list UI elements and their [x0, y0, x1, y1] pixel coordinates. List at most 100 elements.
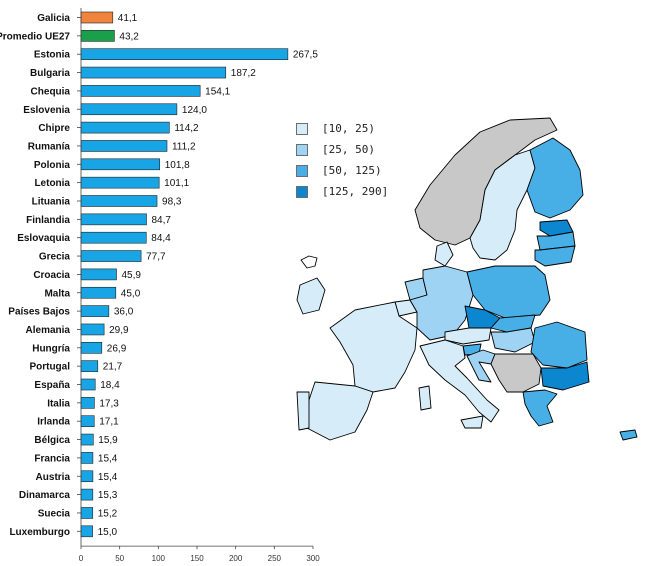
bar [80, 507, 94, 519]
bar [80, 66, 227, 79]
category-label: Lituania [32, 197, 71, 208]
category-label: Alemania [26, 325, 71, 336]
category-label: Estonia [34, 50, 71, 61]
category-label: Austria [36, 472, 71, 483]
category-label: Promedio UE27 [0, 31, 70, 42]
bar-chart: Galicia 41,1 Promedio UE27 43,2 Estonia 267,5… [0, 8, 320, 563]
data-label: 15,4 [98, 453, 118, 464]
category-label: Bélgica [34, 435, 70, 446]
bar [80, 452, 94, 464]
data-label: 15,4 [98, 472, 118, 483]
bar [80, 488, 94, 501]
map-region-spain [306, 381, 374, 441]
map-region-italy [419, 339, 500, 423]
data-label: 21,7 [103, 362, 123, 373]
bar [80, 360, 99, 372]
legend-item: [50, 125) [296, 160, 388, 181]
bar [80, 30, 115, 42]
legend-item: [25, 50) [296, 139, 388, 160]
category-label: Hungría [32, 343, 70, 354]
category-label: Irlanda [37, 417, 70, 428]
data-label: 15,3 [98, 490, 118, 501]
data-label: 98,3 [162, 197, 182, 208]
legend-swatch [296, 143, 308, 156]
map-region-bulgaria [540, 361, 590, 391]
bar [80, 415, 95, 428]
category-label: Malta [44, 288, 70, 299]
map-region-sicily [460, 415, 484, 429]
bar [80, 341, 103, 354]
bar [80, 140, 168, 152]
x-tick-label: 150 [190, 554, 204, 563]
bar [80, 323, 105, 336]
map-region-balkans [490, 353, 542, 393]
map-region-lithuania [534, 245, 576, 267]
europe-choropleth-map [296, 117, 638, 441]
map-region-austria [444, 327, 492, 345]
data-label: 84,7 [152, 215, 172, 226]
map-region-croatia [466, 349, 496, 383]
x-tick-label: 0 [79, 554, 84, 563]
data-label: 15,0 [98, 527, 118, 538]
bar [80, 158, 161, 171]
map-region-portugal [296, 391, 310, 431]
category-label: Galicia [37, 13, 70, 24]
category-label: Portugal [29, 362, 70, 373]
category-label: Suecia [38, 508, 71, 519]
data-label: 43,2 [119, 31, 139, 42]
map-region-sardinia [418, 385, 432, 411]
data-label: 45,0 [121, 288, 141, 299]
map-region-ireland [296, 277, 326, 315]
bar [80, 470, 94, 483]
x-tick-label: 300 [306, 554, 320, 563]
data-label: 124,0 [182, 105, 207, 116]
legend-swatch [296, 164, 308, 177]
map-region-finland [526, 137, 584, 219]
data-label: 267,5 [293, 50, 318, 61]
category-label: Países Bajos [8, 307, 70, 318]
bar [80, 231, 147, 244]
data-label: 154,1 [205, 86, 230, 97]
bar [80, 11, 114, 24]
data-label: 45,9 [121, 270, 141, 281]
data-label: 15,2 [98, 508, 118, 519]
category-label: Chipre [38, 123, 70, 134]
legend-swatch [296, 122, 308, 135]
bar [80, 195, 158, 207]
map-region-latvia [536, 231, 576, 251]
map-region-denmark [434, 241, 454, 267]
legend-item: [10, 25) [296, 118, 388, 139]
data-label: 41,1 [118, 13, 138, 24]
category-label: Luxemburgo [9, 527, 70, 538]
bar [80, 397, 95, 409]
bar [80, 378, 96, 391]
data-label: 18,4 [100, 380, 120, 391]
data-label: 36,0 [114, 307, 134, 318]
data-label: 17,3 [99, 398, 119, 409]
data-label: 114,2 [174, 123, 199, 134]
legend-item: [125, 290] [296, 181, 388, 202]
bar [80, 213, 147, 226]
category-label: Dinamarca [19, 490, 71, 501]
map-region-greece [522, 389, 558, 427]
data-label: 101,1 [164, 178, 189, 189]
bar [80, 286, 117, 299]
category-label: Finlandia [26, 215, 70, 226]
legend-label: [50, 125) [322, 164, 382, 177]
bar [80, 121, 170, 134]
legend-label: [125, 290] [322, 185, 389, 198]
bar [80, 176, 160, 189]
category-label: Francia [34, 453, 70, 464]
data-label: 101,8 [165, 160, 190, 171]
data-label: 77,7 [146, 252, 166, 263]
category-label: Rumanía [28, 141, 71, 152]
data-label: 187,2 [231, 68, 256, 79]
x-tick-label: 200 [229, 554, 243, 563]
bar [80, 433, 94, 446]
data-label: 111,2 [172, 141, 196, 152]
map-region-poland [466, 265, 551, 319]
map-region-france [329, 301, 418, 393]
category-label: España [34, 380, 70, 391]
data-label: 84,4 [151, 233, 171, 244]
category-label: Eslovaquia [17, 233, 70, 244]
